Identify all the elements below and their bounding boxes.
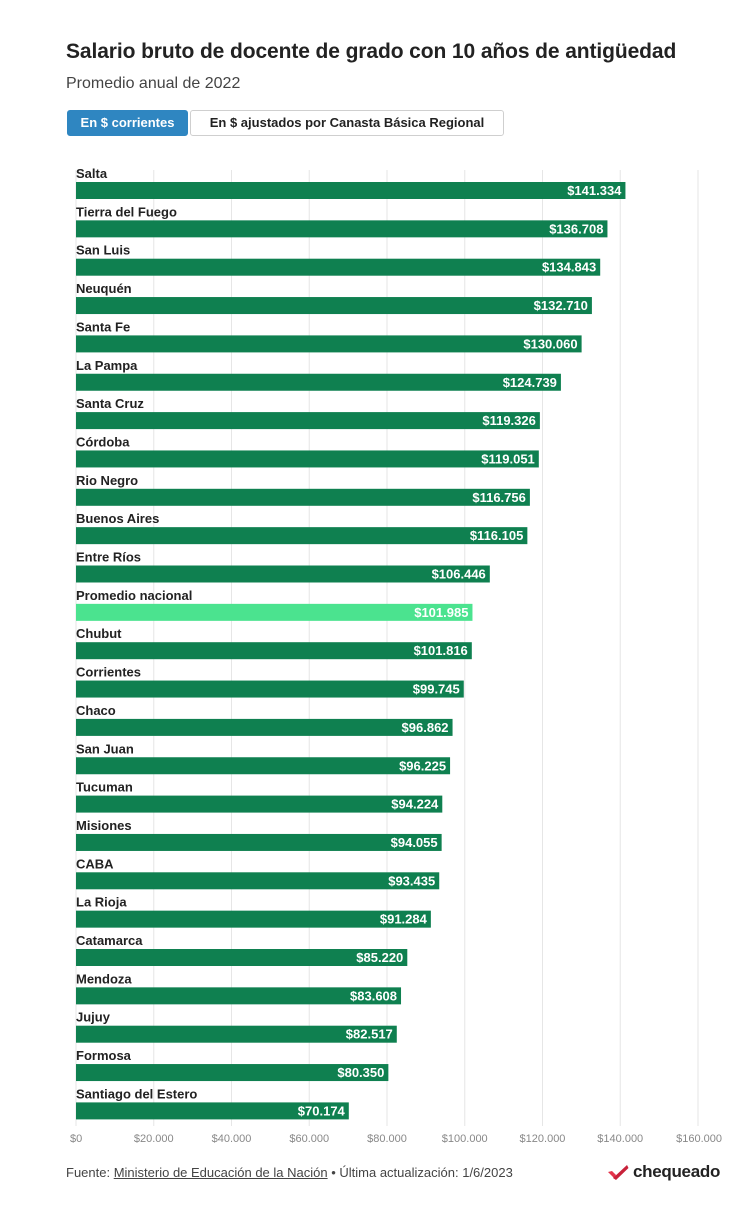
- bar[interactable]: [76, 680, 464, 698]
- bar-chart: Salta $141.334 Tierra del Fuego $136.708 San…: [70, 166, 722, 1145]
- bar[interactable]: [76, 297, 592, 315]
- page-title: Salario bruto de docente de grado con 10…: [66, 40, 677, 63]
- category-label: Córdoba: [76, 434, 130, 449]
- bar[interactable]: [76, 1025, 397, 1043]
- data-label: $119.326: [482, 413, 536, 428]
- bar[interactable]: [76, 527, 528, 545]
- bar[interactable]: [76, 642, 472, 660]
- category-label: Tucuman: [76, 780, 133, 795]
- data-label: $101.985: [414, 605, 468, 620]
- bar[interactable]: [76, 910, 431, 928]
- bar[interactable]: [76, 373, 561, 391]
- bar[interactable]: [76, 412, 540, 430]
- x-tick-label: $60.000: [289, 1133, 329, 1145]
- data-label: $124.739: [503, 375, 557, 390]
- last-updated: • Última actualización: 1/6/2023: [327, 1165, 513, 1180]
- bar[interactable]: [76, 450, 539, 468]
- data-label: $93.435: [388, 873, 435, 888]
- data-label: $136.708: [549, 221, 603, 236]
- x-tick-label: $20.000: [134, 1133, 174, 1145]
- data-label: $96.225: [399, 758, 446, 773]
- data-label: $132.710: [534, 298, 588, 313]
- data-label: $141.334: [567, 183, 622, 198]
- data-label: $96.862: [402, 720, 449, 735]
- data-label: $94.224: [391, 797, 439, 812]
- x-tick-label: $80.000: [367, 1133, 407, 1145]
- data-label: $83.608: [350, 988, 397, 1003]
- chequeado-check-icon: [608, 1165, 629, 1180]
- footer-source: Fuente: Ministerio de Educación de la Na…: [66, 1165, 513, 1180]
- x-tick-label: $40.000: [212, 1133, 252, 1145]
- category-label: Promedio nacional: [76, 588, 192, 603]
- category-label: Misiones: [76, 818, 132, 833]
- data-label: $91.284: [380, 912, 428, 927]
- data-label: $99.745: [413, 682, 460, 697]
- data-label: $94.055: [391, 835, 438, 850]
- data-label: $119.051: [481, 451, 535, 466]
- data-label: $130.060: [523, 336, 577, 351]
- x-tick-label: $140.000: [597, 1133, 643, 1145]
- logo-text: chequeado: [633, 1162, 721, 1181]
- data-label: $85.220: [356, 950, 403, 965]
- data-label: $80.350: [337, 1065, 384, 1080]
- bar[interactable]: [76, 872, 440, 890]
- bar[interactable]: [76, 718, 453, 736]
- toggle-adjusted-pesos-button[interactable]: En $ ajustados por Canasta Básica Region…: [190, 110, 504, 136]
- bar[interactable]: [76, 949, 408, 966]
- category-label: Corrientes: [76, 665, 141, 680]
- category-label: CABA: [76, 856, 114, 871]
- chequeado-logo: chequeado: [607, 1159, 720, 1185]
- x-tick-label: $120.000: [520, 1133, 566, 1145]
- category-label: Santa Fe: [76, 319, 130, 334]
- bar[interactable]: [76, 795, 443, 813]
- bar[interactable]: [76, 335, 582, 353]
- category-label: Entre Ríos: [76, 550, 141, 565]
- category-label: Chubut: [76, 626, 122, 641]
- category-label: La Pampa: [76, 358, 138, 373]
- category-label: Rio Negro: [76, 473, 138, 488]
- bar[interactable]: [76, 1102, 349, 1120]
- category-label: Jujuy: [76, 1010, 111, 1025]
- data-label: $134.843: [542, 260, 596, 275]
- category-label: Santiago del Estero: [76, 1086, 197, 1101]
- category-label: Santa Cruz: [76, 396, 144, 411]
- bar[interactable]: [76, 833, 442, 851]
- source-link[interactable]: Ministerio de Educación de la Nación: [113, 1165, 328, 1180]
- bar[interactable]: [76, 488, 530, 506]
- category-label: Buenos Aires: [76, 511, 159, 526]
- data-label: $82.517: [346, 1027, 393, 1042]
- category-label: Tierra del Fuego: [76, 204, 177, 219]
- data-label: $70.174: [298, 1103, 346, 1118]
- data-label: $116.105: [470, 528, 524, 543]
- category-label: San Luis: [76, 243, 130, 258]
- x-tick-label: $160.000: [676, 1133, 722, 1145]
- bar[interactable]: [76, 1064, 389, 1082]
- category-label: San Juan: [76, 741, 134, 756]
- category-label: Formosa: [76, 1048, 132, 1063]
- category-label: Salta: [76, 166, 108, 181]
- data-label: $101.816: [414, 643, 468, 658]
- x-tick-label: $100.000: [442, 1133, 488, 1145]
- data-label: $116.756: [472, 490, 526, 505]
- bar[interactable]: [76, 757, 451, 775]
- bar[interactable]: [76, 603, 473, 621]
- page-subtitle: Promedio anual de 2022: [66, 75, 241, 92]
- x-tick-label: $0: [70, 1133, 82, 1145]
- category-label: La Rioja: [76, 895, 127, 910]
- source-prefix: Fuente:: [66, 1165, 114, 1180]
- bar[interactable]: [76, 182, 626, 199]
- category-label: Mendoza: [76, 971, 132, 986]
- bar[interactable]: [76, 565, 490, 583]
- bar[interactable]: [76, 258, 601, 276]
- category-label: Chaco: [76, 703, 116, 718]
- bar[interactable]: [76, 220, 608, 238]
- category-label: Neuquén: [76, 281, 132, 296]
- toggle-current-pesos-button[interactable]: En $ corrientes: [67, 110, 188, 136]
- category-label: Catamarca: [76, 933, 143, 948]
- data-label: $106.446: [432, 567, 486, 582]
- bar[interactable]: [76, 987, 402, 1005]
